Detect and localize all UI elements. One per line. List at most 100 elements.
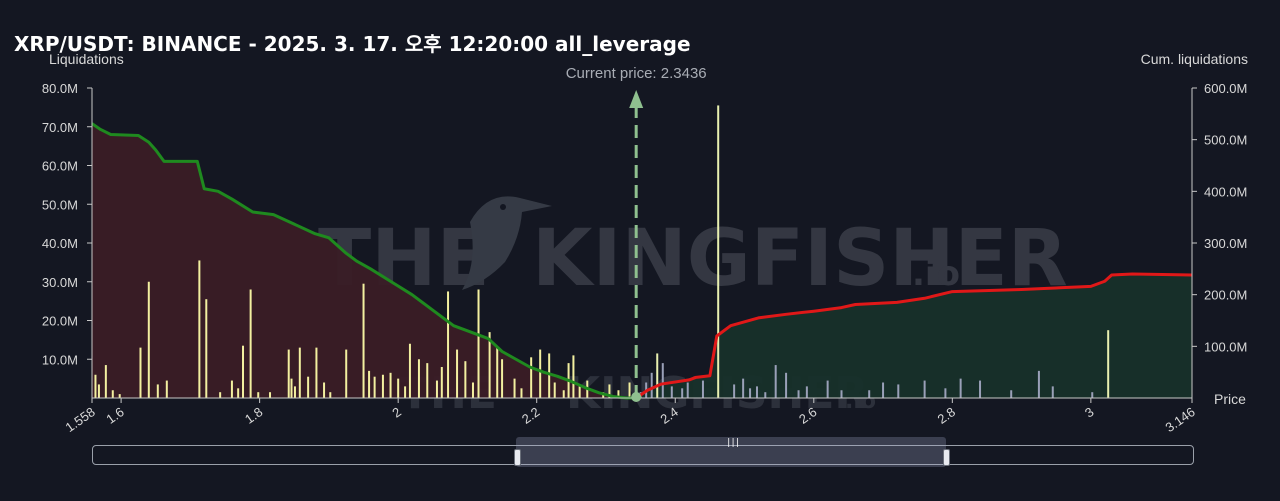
short-liquidation-bar — [805, 386, 808, 398]
y-right-tick-label: 600.0M — [1204, 81, 1247, 96]
long-liquidation-bar — [118, 394, 121, 398]
navigator-range-window[interactable] — [516, 437, 946, 467]
y-left-tick-label: 20.0M — [42, 314, 78, 329]
short-liquidation-bar — [764, 392, 767, 398]
long-cum-line — [91, 122, 637, 400]
short-liquidation-bar — [650, 372, 653, 398]
x-tick-label: 2.2 — [519, 404, 542, 427]
x-tick-label: 1.558 — [62, 404, 97, 435]
long-liquidation-bar — [307, 376, 310, 398]
short-liquidation-bar — [785, 372, 788, 398]
x-tick-label: 3 — [1082, 404, 1097, 420]
long-liquidation-bar — [205, 299, 208, 398]
long-liquidation-bar — [97, 384, 100, 398]
short-liquidation-bar — [897, 384, 900, 398]
y-right-tick-label: 300.0M — [1204, 236, 1247, 251]
long-liquidation-bar — [257, 392, 260, 398]
long-liquidation-bar — [553, 382, 556, 398]
short-liquidation-bar — [749, 388, 752, 398]
short-liquidation-bar — [1051, 386, 1054, 398]
short-liquidation-bar — [774, 365, 777, 398]
long-liquidation-bar — [496, 347, 499, 398]
long-liquidation-bar — [315, 347, 318, 398]
watermark-kingfisher: KINGFISHER — [532, 214, 1068, 304]
short-liquidation-bar — [868, 390, 871, 398]
long-liquidation-bar — [562, 390, 565, 398]
long-liquidation-bar — [617, 390, 620, 398]
long-liquidation-bar — [329, 392, 332, 398]
long-liquidation-bar — [578, 386, 581, 398]
long-liquidation-bar — [293, 386, 296, 398]
long-liquidation-bar — [539, 349, 542, 398]
long-liquidation-bar — [389, 372, 392, 398]
short-liquidation-bar — [882, 382, 885, 398]
x-tick-label: 2.8 — [935, 404, 958, 427]
long-liquidation-bar — [520, 388, 523, 398]
x-tick-label: 1.6 — [103, 404, 126, 427]
y-left-tick-label: 10.0M — [42, 352, 78, 367]
long-liquidation-bar — [548, 353, 551, 398]
long-liquidation-bar — [287, 349, 290, 398]
x-tick-label: 1.8 — [242, 404, 265, 427]
y-left-tick-label: 40.0M — [42, 236, 78, 251]
long-liquidation-bar — [373, 376, 376, 398]
long-liquidation-bar — [230, 380, 233, 398]
long-liquidation-bar — [368, 370, 371, 398]
short-liquidation-bar — [661, 363, 664, 398]
navigator-right-handle[interactable] — [943, 449, 950, 466]
long-liquidation-bar — [426, 363, 429, 398]
long-liquidation-bar — [323, 382, 326, 398]
long-liquidation-bar — [404, 386, 407, 398]
current-price-dot — [631, 392, 642, 402]
short-liquidation-bar — [733, 384, 736, 398]
short-liquidation-bar — [1107, 330, 1110, 398]
long-liquidation-bar — [417, 359, 420, 398]
navigator-grip-icon[interactable]: ||| — [726, 438, 740, 448]
long-liquidation-bar — [513, 378, 516, 398]
short-liquidation-bar — [717, 105, 720, 398]
long-liquidation-bar — [156, 384, 159, 398]
y-right-tick-label: 200.0M — [1204, 288, 1247, 303]
long-liquidation-bar — [345, 349, 348, 398]
short-liquidation-bar — [686, 382, 689, 398]
long-liquidation-bar — [471, 382, 474, 398]
short-liquidation-bar — [1037, 370, 1040, 398]
short-liquidation-bar — [670, 386, 673, 398]
long-liquidation-bar — [219, 392, 222, 398]
short-liquidation-bar — [656, 353, 659, 398]
long-liquidation-bar — [237, 388, 240, 398]
long-liquidation-bar — [440, 367, 443, 398]
long-liquidation-bar — [290, 378, 293, 398]
y-left-tick-label: 70.0M — [42, 120, 78, 135]
long-liquidation-bar — [628, 382, 631, 398]
long-liquidation-bar — [104, 365, 107, 398]
long-liquidation-bar — [147, 281, 150, 398]
long-liquidation-bar — [501, 359, 504, 398]
long-liquidation-bar — [139, 347, 142, 398]
long-liquidation-bar — [111, 390, 114, 398]
y-right-tick-label: 500.0M — [1204, 133, 1247, 148]
watermark-suffix: .io — [912, 254, 960, 294]
long-liquidation-bar — [381, 374, 384, 398]
right-axis-title: Cum. liquidations — [1141, 51, 1248, 67]
navigator-track[interactable] — [92, 445, 1194, 465]
chart-title: XRP/USDT: BINANCE - 2025. 3. 17. 오후 12:2… — [14, 32, 691, 56]
x-tick-label: 3.146 — [1162, 404, 1197, 435]
short-liquidation-bar — [923, 380, 926, 398]
short-liquidation-bar — [681, 388, 684, 398]
current-price-label: Current price: 2.3436 — [566, 65, 707, 82]
long-liquidation-bar — [94, 374, 97, 398]
long-liquidation-bar — [397, 378, 400, 398]
long-liquidation-bar — [165, 380, 168, 398]
long-liquidation-bar — [198, 260, 201, 398]
short-liquidation-bar — [1010, 390, 1013, 398]
navigator-left-handle[interactable] — [514, 449, 521, 466]
long-liquidation-bar — [572, 355, 575, 398]
short-liquidation-bar — [1091, 392, 1094, 398]
kingfisher-bird-icon — [462, 196, 552, 290]
short-liquidation-bar — [797, 390, 800, 398]
long-liquidation-bar — [447, 291, 450, 398]
short-liquidation-bar — [701, 380, 704, 398]
long-liquidation-bar — [408, 343, 411, 398]
y-right-tick-label: 400.0M — [1204, 184, 1247, 199]
